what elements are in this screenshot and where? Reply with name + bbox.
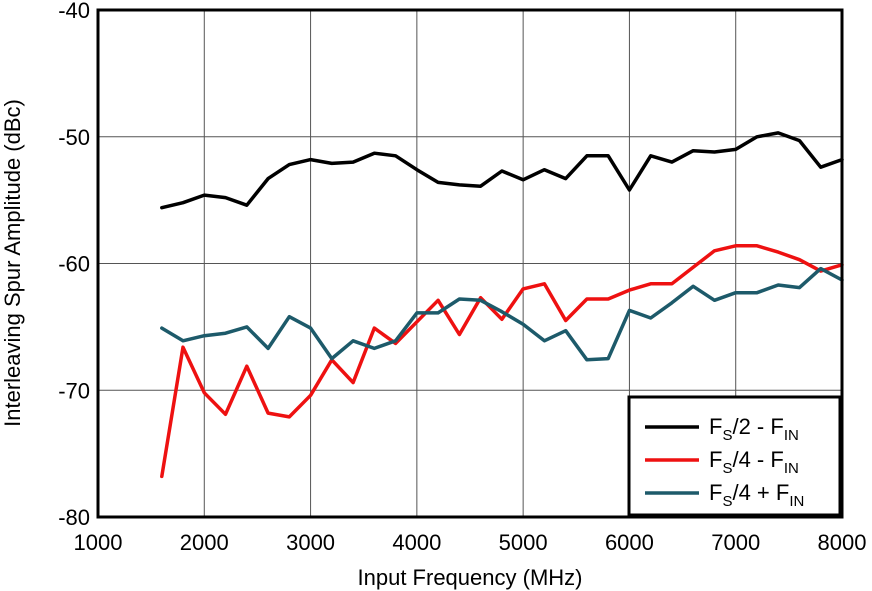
series-layer xyxy=(160,131,844,479)
legend-box xyxy=(627,395,842,517)
legend-label-2: FS/4 - FIN xyxy=(709,447,799,477)
x-tick-label: 2000 xyxy=(180,530,229,555)
x-tick-label: 8000 xyxy=(818,530,867,555)
y-axis-title: Interleaving Spur Amplitude (dBc) xyxy=(0,99,25,427)
x-tick-label: 5000 xyxy=(499,530,548,555)
legend-label-1: FS/2 - FIN xyxy=(709,414,799,444)
series-line-1 xyxy=(160,131,844,210)
y-tick-label: -50 xyxy=(58,125,90,150)
x-tick-label: 1000 xyxy=(74,530,123,555)
legend-label-3: FS/4 + FIN xyxy=(709,480,804,510)
x-tick-label: 7000 xyxy=(711,530,760,555)
y-tick-label: -80 xyxy=(58,505,90,530)
x-tick-label: 4000 xyxy=(392,530,441,555)
x-tick-label: 3000 xyxy=(286,530,335,555)
y-tick-label: -40 xyxy=(58,0,90,23)
series-line-2 xyxy=(160,244,844,479)
y-tick-label: -60 xyxy=(58,252,90,277)
x-tick-label: 6000 xyxy=(605,530,654,555)
plot-frame xyxy=(96,8,844,519)
y-tick-label: -70 xyxy=(58,378,90,403)
tick-label-layer: 1000 2000 3000 4000 5000 6000 7000 8000 -40 -50 -6… xyxy=(58,0,866,555)
x-axis-title: Input Frequency (MHz) xyxy=(358,565,583,590)
series-line-3 xyxy=(160,266,844,362)
